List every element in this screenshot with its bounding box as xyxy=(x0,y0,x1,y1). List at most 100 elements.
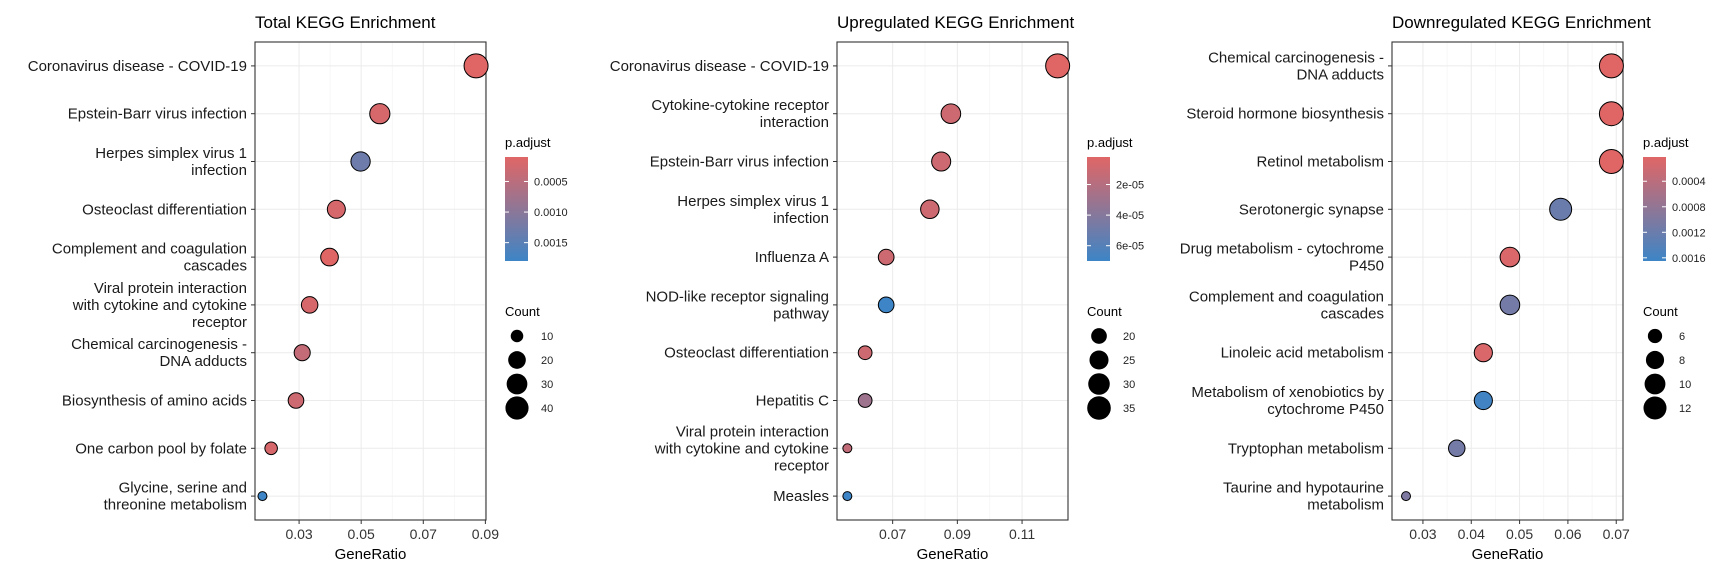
data-point xyxy=(857,345,873,361)
color-legend-label: 0.0010 xyxy=(534,207,568,219)
plot-area xyxy=(1392,42,1623,520)
data-point xyxy=(287,392,305,409)
data-point xyxy=(1473,390,1493,411)
x-tick-label: 0.07 xyxy=(410,526,437,542)
color-legend-title: p.adjust xyxy=(505,135,551,150)
x-tick-label: 0.05 xyxy=(348,526,375,542)
size-legend-dot xyxy=(508,351,526,369)
color-legend-label: 0.0008 xyxy=(1672,202,1706,214)
color-bar xyxy=(505,157,528,261)
data-point xyxy=(293,344,311,362)
size-legend-label: 25 xyxy=(1123,355,1135,367)
x-tick-label: 0.05 xyxy=(1506,526,1533,542)
category-label: Epstein-Barr virus infection xyxy=(650,154,829,171)
color-legend-title: p.adjust xyxy=(1087,135,1133,150)
size-legend-label: 20 xyxy=(541,355,553,367)
data-point xyxy=(463,53,489,79)
size-legend-dot xyxy=(1643,396,1667,420)
color-legend-label: 0.0004 xyxy=(1672,176,1706,188)
category-label: Coronavirus disease - COVID-19 xyxy=(28,58,247,75)
category-label: One carbon pool by folate xyxy=(75,440,247,457)
color-legend-label: 0.0005 xyxy=(534,176,568,188)
size-legend-dot xyxy=(1089,350,1109,370)
category-label: Metabolism of xenobiotics by cytochrome P… xyxy=(1191,384,1384,418)
chart-title: Upregulated KEGG Enrichment xyxy=(837,13,1074,32)
category-label: Osteoclast differentiation xyxy=(82,201,247,218)
category-label: Chemical carcinogenesis -DNA adducts xyxy=(1208,49,1384,83)
size-legend-label: 8 xyxy=(1679,355,1685,367)
size-legend-label: 35 xyxy=(1123,403,1135,415)
data-point xyxy=(842,491,853,502)
category-label: Biosynthesis of amino acids xyxy=(62,393,247,410)
data-point xyxy=(257,491,268,502)
data-point xyxy=(1598,53,1624,79)
category-label: Glycine, serine and threonine metabolism xyxy=(104,480,247,514)
category-label: Serotonergic synapse xyxy=(1239,201,1384,218)
color-legend-label: 0.0015 xyxy=(534,238,568,250)
x-tick-label: 0.09 xyxy=(944,526,971,542)
size-legend-title: Count xyxy=(505,304,540,319)
data-point xyxy=(300,296,319,314)
x-tick-label: 0.11 xyxy=(1009,526,1035,542)
data-point xyxy=(1499,294,1521,316)
category-label: Complement and coagulation cascades xyxy=(1189,288,1384,322)
data-point xyxy=(877,248,895,266)
x-axis-title: GeneRatio xyxy=(335,546,407,563)
color-legend-label: 0.0012 xyxy=(1672,227,1706,239)
size-legend-label: 10 xyxy=(1679,379,1691,391)
category-label: Drug metabolism - cytochrome P450 xyxy=(1180,241,1384,275)
plot-area xyxy=(255,42,486,520)
category-label: Chemical carcinogenesis -DNA adducts xyxy=(71,336,247,370)
size-legend-dot xyxy=(1091,328,1107,344)
data-point xyxy=(1045,53,1071,79)
x-tick-label: 0.07 xyxy=(1603,526,1630,542)
data-point xyxy=(1598,101,1624,127)
x-tick-label: 0.07 xyxy=(879,526,906,542)
x-tick-label: 0.03 xyxy=(1409,526,1436,542)
data-point xyxy=(920,199,940,220)
panel-2: Upregulated KEGG Enrichment 0.07 0.09 0.11 G… xyxy=(610,13,1144,563)
data-point xyxy=(264,441,278,456)
color-legend-label: 2e-05 xyxy=(1116,180,1144,192)
x-tick-label: 0.03 xyxy=(285,526,312,542)
category-label: Complement and coagulation cascades xyxy=(52,241,247,275)
size-legend-dot xyxy=(1644,373,1666,395)
data-point xyxy=(1549,197,1573,221)
category-label: Hepatitis C xyxy=(756,393,830,410)
data-point xyxy=(1448,439,1466,458)
category-label: Coronavirus disease - COVID-19 xyxy=(610,58,829,75)
color-legend-title: p.adjust xyxy=(1643,135,1689,150)
category-label: Osteoclast differentiation xyxy=(664,345,829,362)
chart-title: Total KEGG Enrichment xyxy=(255,13,436,32)
size-legend-label: 20 xyxy=(1123,331,1135,343)
data-point xyxy=(931,151,952,172)
size-legend-dot xyxy=(1088,373,1110,395)
size-legend-dot xyxy=(1647,328,1663,344)
panel-3: Downregulated KEGG Enrichment 0.03 0.04 0.0… xyxy=(1180,13,1706,563)
category-label: Viral protein interaction with cytokine a… xyxy=(72,280,247,331)
size-legend-dot xyxy=(505,396,529,420)
panel-border xyxy=(1391,41,1624,521)
size-legend-label: 6 xyxy=(1679,331,1685,343)
size-legend-dot xyxy=(510,329,524,343)
x-tick-label: 0.09 xyxy=(472,526,499,542)
size-legend-dot xyxy=(1087,396,1111,420)
data-point xyxy=(857,393,873,408)
data-point xyxy=(940,103,962,125)
data-point xyxy=(320,247,339,267)
x-axis-title: GeneRatio xyxy=(917,546,989,563)
size-legend-title: Count xyxy=(1643,304,1678,319)
category-label: Influenza A xyxy=(755,249,829,266)
data-point xyxy=(350,151,371,172)
category-label: Herpes simplex virus 1 infection xyxy=(95,145,247,179)
category-label: Linoleic acid metabolism xyxy=(1221,345,1384,362)
panel-border xyxy=(836,41,1069,521)
panel-border xyxy=(254,41,487,521)
size-legend-label: 40 xyxy=(541,403,553,415)
category-label: NOD-like receptor signaling pathway xyxy=(646,288,830,322)
size-legend-label: 12 xyxy=(1679,403,1691,415)
data-point xyxy=(1499,246,1521,268)
color-legend-label: 6e-05 xyxy=(1116,241,1144,253)
